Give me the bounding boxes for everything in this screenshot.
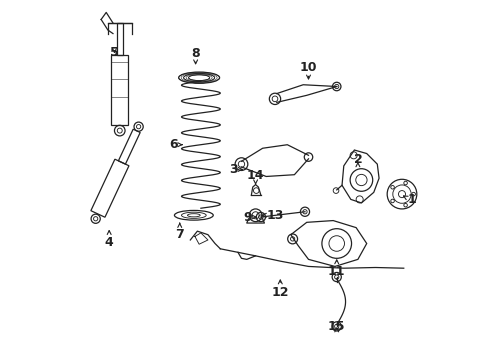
Text: 6: 6 — [170, 138, 178, 151]
Text: 13: 13 — [266, 209, 284, 222]
Text: 15: 15 — [328, 320, 345, 333]
Text: 3: 3 — [229, 163, 238, 176]
Text: 4: 4 — [105, 237, 114, 249]
Text: 14: 14 — [247, 169, 264, 182]
Text: 7: 7 — [175, 228, 184, 240]
Text: 1: 1 — [407, 193, 416, 206]
Text: 10: 10 — [300, 61, 317, 74]
Text: 12: 12 — [271, 286, 289, 299]
Text: 2: 2 — [353, 153, 362, 166]
Text: 8: 8 — [191, 47, 200, 60]
Bar — [111, 55, 128, 125]
Bar — [117, 23, 123, 55]
Text: 5: 5 — [110, 46, 119, 59]
Text: 9: 9 — [244, 211, 252, 224]
Text: 11: 11 — [328, 265, 345, 278]
